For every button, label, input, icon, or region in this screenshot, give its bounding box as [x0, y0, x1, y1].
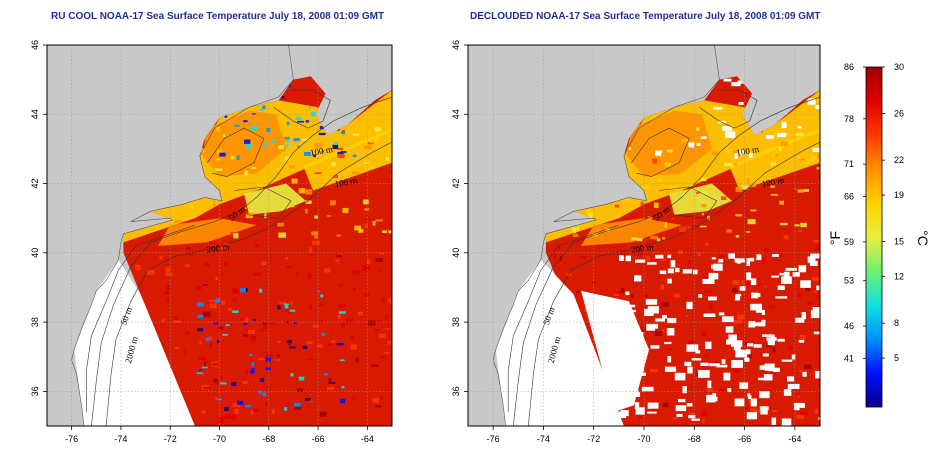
- latitude-tick-label: 46: [30, 40, 40, 50]
- latitude-tick-label: 46: [451, 40, 461, 50]
- coastline: [468, 45, 720, 426]
- latitude-tick-label: 38: [30, 317, 40, 327]
- latitude-tick-label: 44: [451, 109, 461, 119]
- longitude-tick-label: -66: [738, 434, 751, 444]
- longitude-tick-label: -74: [114, 434, 127, 444]
- isobath-contour: [528, 141, 820, 426]
- right-map-title: DECLOUDED NOAA-17 Sea Surface Temperatur…: [470, 11, 821, 22]
- longitude-tick-label: -68: [688, 434, 701, 444]
- isobath-label: 200 m: [206, 242, 230, 255]
- isobath-label: 100 m: [761, 175, 785, 189]
- longitude-tick-label: -72: [587, 434, 600, 444]
- isobath-label: 100 m: [736, 144, 760, 158]
- longitude-tick-label: -74: [537, 434, 550, 444]
- latitude-tick-label: 42: [451, 178, 461, 188]
- isobath-contour: [513, 96, 820, 426]
- left-map-title: RU COOL NOAA-17 Sea Surface Temperature …: [51, 11, 385, 22]
- longitude-tick-label: -72: [164, 434, 177, 444]
- latitude-tick-label: 44: [30, 109, 40, 119]
- isobath-label: 100 m: [334, 175, 358, 189]
- latitude-tick-label: 38: [451, 317, 461, 327]
- isobath-contour: [234, 186, 292, 219]
- longitude-tick-label: -76: [65, 434, 78, 444]
- longitude-tick-label: -66: [312, 434, 325, 444]
- isobath-label: 200 m: [630, 242, 654, 255]
- coastline: [47, 45, 294, 426]
- longitude-tick-label: -68: [262, 434, 275, 444]
- isobath-contour: [507, 224, 619, 413]
- latitude-tick-label: 36: [30, 386, 40, 396]
- longitude-tick-label: -76: [487, 434, 500, 444]
- isobath-contour: [105, 141, 392, 426]
- isobath-contour: [659, 186, 718, 219]
- latitude-tick-label: 42: [30, 178, 40, 188]
- longitude-tick-label: -70: [213, 434, 226, 444]
- isobath-contour: [631, 127, 690, 177]
- longitude-tick-label: -64: [361, 434, 374, 444]
- longitude-tick-label: -70: [637, 434, 650, 444]
- isobath-contour: [86, 224, 195, 413]
- isobath-label: 100 m: [309, 144, 333, 158]
- nova-scotia-land: [310, 45, 392, 136]
- latitude-tick-label: 40: [30, 248, 40, 258]
- isobath-contour: [91, 96, 392, 426]
- isobath-contour: [273, 89, 331, 129]
- isobath-contour: [206, 127, 265, 177]
- longitude-tick-label: -64: [788, 434, 801, 444]
- nova-scotia-land: [737, 45, 820, 136]
- latitude-tick-label: 40: [451, 248, 461, 258]
- latitude-tick-label: 36: [451, 386, 461, 396]
- isobath-contour: [699, 89, 758, 129]
